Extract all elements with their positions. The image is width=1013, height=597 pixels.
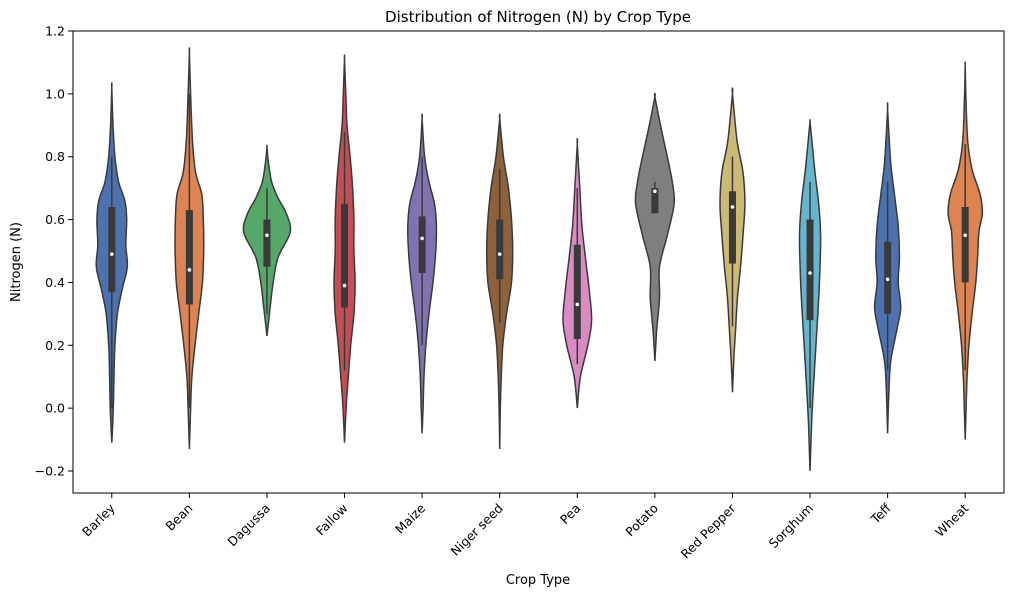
y-tick-label: 0.8: [45, 149, 65, 164]
x-tick-label: Pea: [557, 501, 583, 527]
iqr-box-fallow: [341, 203, 349, 308]
iqr-box-barley: [108, 207, 116, 292]
median-dot-dagussa: [265, 233, 269, 238]
median-dot-maize: [420, 236, 424, 241]
plot-frame: [72, 30, 1005, 494]
y-tick-label: 0.6: [45, 212, 65, 227]
x-tick-label: Dagussa: [224, 501, 273, 550]
x-tick-label: Niger seed: [448, 501, 506, 559]
x-tick-label: Wheat: [932, 500, 971, 539]
iqr-box-niger-seed: [496, 219, 504, 280]
y-tick-label: 0.2: [45, 338, 65, 353]
x-tick-label: Fallow: [313, 501, 351, 539]
iqr-box-red-pepper: [728, 191, 736, 264]
y-tick-label: 0.4: [45, 275, 65, 290]
y-tick-label: 0.0: [45, 401, 65, 416]
y-tick-label: 1.0: [45, 86, 65, 101]
iqr-box-potato: [651, 188, 659, 214]
iqr-box-dagussa: [263, 219, 271, 267]
x-tick-label: Maize: [392, 500, 428, 536]
x-tick-label: Barley: [79, 500, 118, 539]
violin-potato: [634, 92, 676, 362]
y-axis: −0.2 0.0 0.2 0.4 0.6 0.8 1.0 1.2: [35, 24, 73, 479]
x-axis-label: Crop Type: [506, 573, 570, 588]
median-dot-niger-seed: [497, 252, 502, 256]
median-dot-pea: [575, 302, 580, 307]
x-tick-label: Potato: [622, 501, 661, 540]
median-dot-teff: [885, 277, 890, 282]
y-tick-label: −0.2: [35, 464, 65, 479]
iqr-box-maize: [418, 216, 426, 273]
iqr-box-bean: [185, 210, 193, 305]
y-tick-label: 1.2: [45, 24, 65, 39]
median-dot-potato: [653, 189, 657, 194]
x-tick-label: Teff: [867, 500, 894, 527]
median-dot-barley: [109, 252, 114, 256]
iqr-box-wheat: [961, 207, 969, 283]
median-dot-red-pepper: [730, 205, 735, 209]
violins-group: [95, 47, 984, 472]
x-axis: Barley Bean Dagussa Fallow Maize Niger seed Pe…: [79, 493, 971, 561]
x-tick-label: Sorghum: [766, 501, 817, 552]
median-dot-wheat: [963, 233, 968, 238]
iqr-box-sorghum: [806, 219, 814, 321]
chart-title: Distribution of Nitrogen (N) by Crop Typ…: [385, 8, 691, 26]
x-tick-label: Bean: [162, 501, 195, 534]
iqr-box-pea: [573, 244, 581, 339]
x-tick-label: Red Pepper: [678, 500, 740, 562]
y-axis-label: Nitrogen (N): [9, 222, 24, 302]
median-dot-sorghum: [808, 271, 812, 275]
median-dot-bean: [187, 268, 192, 272]
median-dot-fallow: [342, 283, 347, 288]
